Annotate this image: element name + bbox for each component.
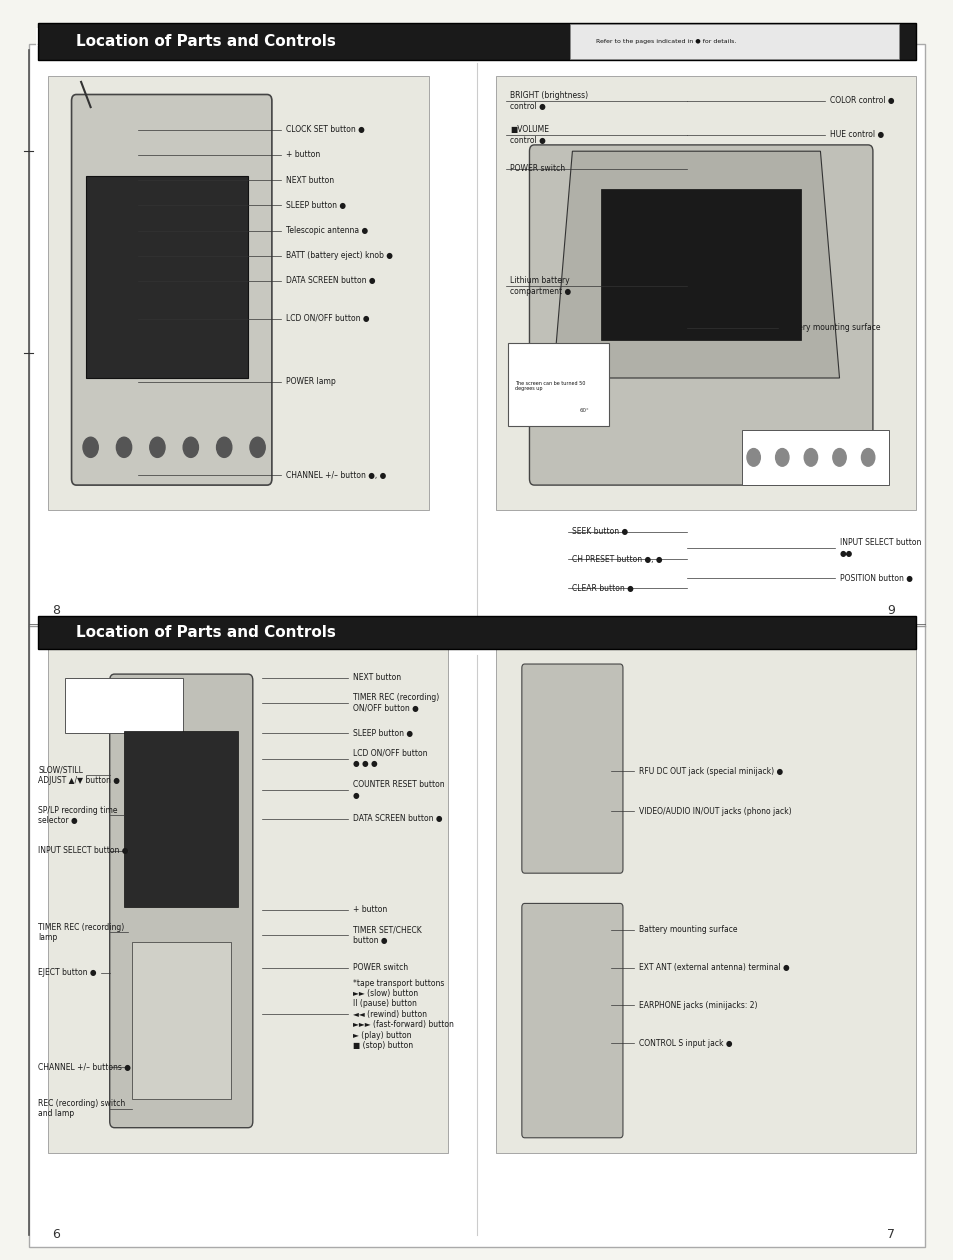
Text: TIMER REC (recording)
ON/OFF button ●: TIMER REC (recording) ON/OFF button ● <box>353 693 438 713</box>
Circle shape <box>746 449 760 466</box>
Circle shape <box>216 437 232 457</box>
Text: CLEAR button ●: CLEAR button ● <box>572 583 634 593</box>
FancyBboxPatch shape <box>521 664 622 873</box>
Text: DATA SCREEN button ●: DATA SCREEN button ● <box>353 814 442 824</box>
FancyBboxPatch shape <box>48 649 448 1153</box>
Text: INPUT SELECT button ●: INPUT SELECT button ● <box>38 845 129 856</box>
FancyBboxPatch shape <box>86 176 248 378</box>
Text: *tape transport buttons
►► (slow) button
II (pause) button
◄◄ (rewind) button
►►: *tape transport buttons ►► (slow) button… <box>353 979 454 1050</box>
Text: EARPHONE jacks (minijacks: 2): EARPHONE jacks (minijacks: 2) <box>639 1000 757 1011</box>
Text: REC (recording) switch
and lamp: REC (recording) switch and lamp <box>38 1099 125 1119</box>
Text: 8: 8 <box>52 605 60 617</box>
Text: LCD ON/OFF button
● ● ●: LCD ON/OFF button ● ● ● <box>353 748 427 769</box>
Text: CHANNEL +/– buttons ●: CHANNEL +/– buttons ● <box>38 1062 131 1072</box>
FancyBboxPatch shape <box>496 649 915 1153</box>
FancyBboxPatch shape <box>29 44 924 1247</box>
Text: POWER switch: POWER switch <box>353 963 408 973</box>
Text: Telescopic antenna ●: Telescopic antenna ● <box>286 226 368 236</box>
Text: SP/LP recording time
selector ●: SP/LP recording time selector ● <box>38 805 117 825</box>
Text: EXT ANT (external antenna) terminal ●: EXT ANT (external antenna) terminal ● <box>639 963 789 973</box>
Text: SLEEP button ●: SLEEP button ● <box>353 728 413 738</box>
FancyBboxPatch shape <box>110 674 253 1128</box>
Text: The screen can be turned 50
degrees up: The screen can be turned 50 degrees up <box>515 381 585 392</box>
Text: + button: + button <box>286 150 320 160</box>
Text: CONTROL S input jack ●: CONTROL S input jack ● <box>639 1038 732 1048</box>
FancyBboxPatch shape <box>507 343 608 426</box>
Text: NEXT button: NEXT button <box>286 175 334 185</box>
Text: SEEK button ●: SEEK button ● <box>572 527 628 537</box>
Circle shape <box>803 449 817 466</box>
FancyBboxPatch shape <box>600 189 801 340</box>
FancyBboxPatch shape <box>124 731 238 907</box>
Text: POWER lamp: POWER lamp <box>286 377 335 387</box>
Text: Location of Parts and Controls: Location of Parts and Controls <box>76 34 335 49</box>
Circle shape <box>116 437 132 457</box>
Circle shape <box>832 449 845 466</box>
Text: HUE control ●: HUE control ● <box>829 130 883 140</box>
FancyBboxPatch shape <box>132 942 231 1099</box>
FancyBboxPatch shape <box>38 23 915 60</box>
Text: COLOR control ●: COLOR control ● <box>829 96 894 106</box>
Text: SLEEP button ●: SLEEP button ● <box>286 200 346 210</box>
Text: CH PRESET button ●, ●: CH PRESET button ●, ● <box>572 554 662 564</box>
Text: NEXT button: NEXT button <box>353 673 400 683</box>
Text: Battery mounting surface: Battery mounting surface <box>781 323 880 333</box>
Text: LCD ON/OFF button ●: LCD ON/OFF button ● <box>286 314 370 324</box>
FancyBboxPatch shape <box>65 678 183 733</box>
Circle shape <box>861 449 874 466</box>
Text: + button: + button <box>353 905 387 915</box>
Text: DATA SCREEN button ●: DATA SCREEN button ● <box>286 276 375 286</box>
Text: TIMER REC (recording)
lamp: TIMER REC (recording) lamp <box>38 922 124 942</box>
FancyBboxPatch shape <box>496 76 915 510</box>
Text: |: | <box>33 28 39 45</box>
Circle shape <box>250 437 265 457</box>
Text: BATT (battery eject) knob ●: BATT (battery eject) knob ● <box>286 251 393 261</box>
Text: Refer to the pages indicated in ● for details.: Refer to the pages indicated in ● for de… <box>596 39 736 44</box>
Text: POWER switch: POWER switch <box>510 164 565 174</box>
Polygon shape <box>553 151 839 378</box>
Text: CHANNEL +/– button ●, ●: CHANNEL +/– button ●, ● <box>286 470 386 480</box>
FancyBboxPatch shape <box>48 76 429 510</box>
Text: Lithium battery
compartment ●: Lithium battery compartment ● <box>510 276 571 296</box>
Text: CLOCK SET button ●: CLOCK SET button ● <box>286 125 365 135</box>
Text: SLOW/STILL
ADJUST ▲/▼ button ●: SLOW/STILL ADJUST ▲/▼ button ● <box>38 765 120 785</box>
FancyBboxPatch shape <box>570 24 898 59</box>
Text: 6: 6 <box>52 1228 60 1241</box>
Text: VIDEO/AUDIO IN/OUT jacks (phono jack): VIDEO/AUDIO IN/OUT jacks (phono jack) <box>639 806 791 816</box>
Circle shape <box>183 437 198 457</box>
Circle shape <box>775 449 788 466</box>
Text: 9: 9 <box>886 605 894 617</box>
Text: TIMER SET/CHECK
button ●: TIMER SET/CHECK button ● <box>353 925 421 945</box>
Text: INPUT SELECT button
●●: INPUT SELECT button ●● <box>839 538 920 558</box>
Circle shape <box>83 437 98 457</box>
FancyBboxPatch shape <box>529 145 872 485</box>
Text: RFU DC OUT jack (special minijack) ●: RFU DC OUT jack (special minijack) ● <box>639 766 782 776</box>
Text: COUNTER RESET button
●: COUNTER RESET button ● <box>353 780 444 800</box>
Text: POSITION button ●: POSITION button ● <box>839 573 911 583</box>
Text: 60°: 60° <box>579 408 589 413</box>
FancyBboxPatch shape <box>521 903 622 1138</box>
Text: EJECT button ●: EJECT button ● <box>38 968 96 978</box>
Text: ■VOLUME
control ●: ■VOLUME control ● <box>510 125 549 145</box>
Text: BRIGHT (brightness)
control ●: BRIGHT (brightness) control ● <box>510 91 588 111</box>
FancyBboxPatch shape <box>38 616 915 649</box>
FancyBboxPatch shape <box>741 430 888 485</box>
Text: Location of Parts and Controls: Location of Parts and Controls <box>76 625 335 640</box>
FancyBboxPatch shape <box>71 94 272 485</box>
Circle shape <box>150 437 165 457</box>
Text: Battery mounting surface: Battery mounting surface <box>639 925 737 935</box>
Text: 7: 7 <box>886 1228 894 1241</box>
